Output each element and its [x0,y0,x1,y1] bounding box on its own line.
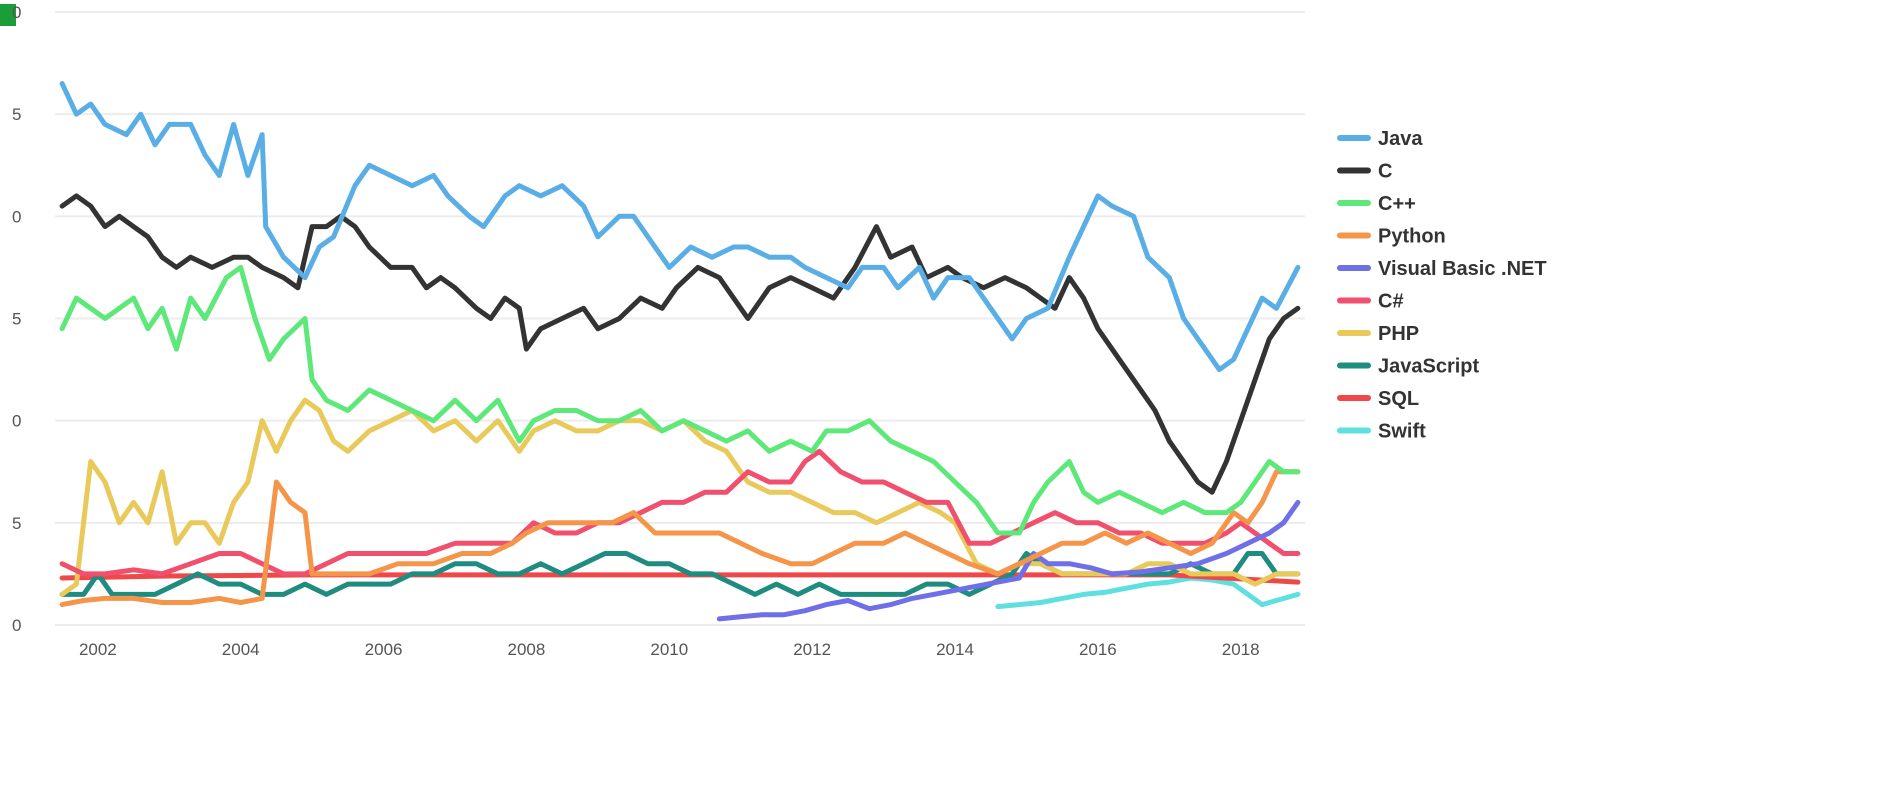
x-axis: 2002 2004 2006 2008 2010 2012 2014 2016 2018 [79,640,1260,659]
x-tick-label: 2008 [508,640,546,659]
series-line-php [59,397,1301,597]
x-tick-label: 2018 [1222,640,1260,659]
x-tick-label: 2014 [936,640,974,659]
x-tick-label: 2010 [650,640,688,659]
y-tick-label: 5 [12,105,21,124]
y-tick-label: 5 [12,310,21,329]
series-line-c++ [59,264,1301,536]
y-tick-label: 0 [12,3,21,22]
legend-item-label: Java [1378,128,1423,150]
legend-item-label: PHP [1378,323,1419,345]
y-tick-label: 0 [12,207,21,226]
x-tick-label: 2004 [222,640,260,659]
x-tick-label: 2012 [793,640,831,659]
legend-item-label: C# [1378,291,1404,313]
series-line-java [59,81,1301,373]
y-tick-label: 5 [12,514,21,533]
x-tick-label: 2006 [365,640,403,659]
series-lines [59,81,1301,622]
y-tick-label: 0 [12,412,21,431]
series-line-visual-basic-net [716,499,1301,622]
y-axis: 0 5 0 5 0 5 0 [12,3,21,635]
series-line-python [59,469,1301,608]
series-line-c# [59,448,1301,577]
x-tick-label: 2016 [1079,640,1117,659]
legend: Java C C++ Python Visual Basic .NET C# PHP Java… [1337,128,1547,443]
legend-item-label: JavaScript [1378,356,1480,378]
y-tick-label: 0 [12,616,21,635]
legend-item-label: Visual Basic .NET [1378,258,1547,280]
legend-item-label: Swift [1378,421,1426,443]
legend-item-label: Python [1378,226,1446,248]
series-line-c [59,193,1301,495]
corner-badge [0,4,16,26]
x-tick-label: 2002 [79,640,117,659]
legend-item-label: C++ [1378,193,1416,215]
series-line-swift [995,575,1301,610]
legend-item-label: SQL [1378,388,1419,410]
legend-item-label: C [1378,161,1392,183]
